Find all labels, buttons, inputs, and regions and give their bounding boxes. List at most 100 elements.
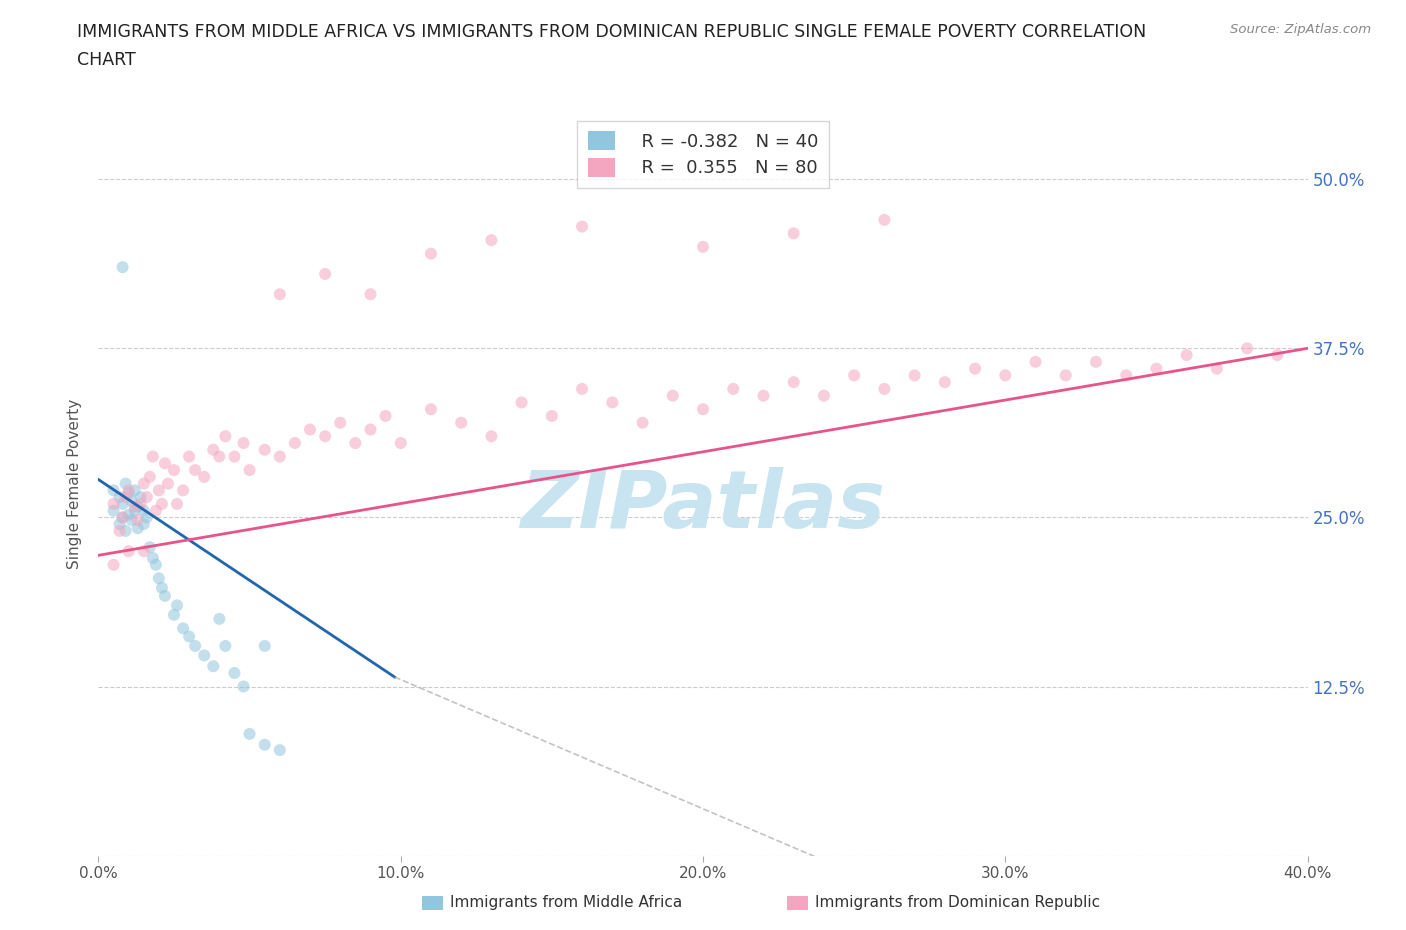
Point [239, 462, 262, 477]
Point [114, 476, 136, 491]
Point [179, 449, 201, 464]
Text: Immigrants from Middle Africa: Immigrants from Middle Africa [450, 895, 682, 910]
Point [965, 361, 987, 376]
Point [163, 607, 186, 622]
Point [184, 639, 207, 654]
Point [163, 462, 186, 477]
Point [148, 483, 170, 498]
Point [994, 368, 1017, 383]
Point [111, 510, 134, 525]
Point [1144, 361, 1167, 376]
Point [103, 483, 125, 498]
Point [127, 499, 149, 514]
Point [571, 381, 593, 396]
Point [103, 497, 125, 512]
Point [103, 503, 125, 518]
Point [118, 485, 141, 500]
Point [202, 658, 225, 673]
Point [329, 416, 352, 431]
Text: Source: ZipAtlas.com: Source: ZipAtlas.com [1230, 23, 1371, 36]
Point [631, 416, 654, 431]
Point [111, 510, 134, 525]
Point [121, 494, 143, 509]
Point [193, 648, 215, 663]
Point [111, 259, 134, 274]
Point [481, 232, 503, 247]
Point [540, 408, 562, 423]
Point [145, 503, 167, 518]
Point [156, 476, 179, 491]
Point [184, 462, 207, 477]
Point [142, 551, 165, 565]
Point [114, 524, 136, 538]
Point [253, 737, 276, 752]
Point [813, 388, 835, 403]
Point [103, 557, 125, 572]
Y-axis label: Single Female Poverty: Single Female Poverty [67, 398, 83, 569]
Point [132, 476, 155, 491]
Point [253, 443, 276, 458]
Point [873, 212, 896, 227]
Point [132, 517, 155, 532]
Point [208, 449, 231, 464]
Point [232, 435, 254, 450]
Text: CHART: CHART [77, 51, 136, 69]
Point [269, 449, 291, 464]
Point [299, 422, 322, 437]
Point [232, 679, 254, 694]
Point [124, 483, 146, 498]
Point [139, 539, 162, 554]
Point [172, 621, 194, 636]
Point [904, 368, 927, 383]
Point [121, 512, 143, 527]
Point [139, 470, 162, 485]
Point [129, 497, 152, 512]
Point [114, 490, 136, 505]
Point [142, 449, 165, 464]
Point [124, 503, 146, 518]
Point [661, 388, 683, 403]
Point [360, 422, 382, 437]
Point [1085, 354, 1108, 369]
Text: Immigrants from Dominican Republic: Immigrants from Dominican Republic [815, 895, 1101, 910]
Point [389, 435, 412, 450]
Point [150, 580, 173, 595]
Point [145, 557, 167, 572]
Point [202, 443, 225, 458]
Text: ZIPatlas: ZIPatlas [520, 467, 886, 545]
Point [129, 490, 152, 505]
Point [1054, 368, 1077, 383]
Point [1267, 348, 1289, 363]
Point [239, 726, 262, 741]
Point [1206, 361, 1229, 376]
Point [108, 490, 131, 505]
Point [135, 510, 157, 525]
Point [934, 375, 956, 390]
Point [193, 470, 215, 485]
Point [214, 639, 236, 654]
Point [208, 611, 231, 626]
Point [450, 416, 472, 431]
Point [172, 483, 194, 498]
Point [127, 512, 149, 527]
Point [111, 497, 134, 512]
Point [481, 429, 503, 444]
Point [284, 435, 307, 450]
Point [692, 402, 714, 417]
Point [1115, 368, 1137, 383]
Point [344, 435, 367, 450]
Point [783, 226, 806, 241]
Point [844, 368, 866, 383]
Point [420, 246, 443, 261]
Point [374, 408, 396, 423]
Point [314, 267, 336, 282]
Point [269, 286, 291, 301]
Point [1024, 354, 1046, 369]
Point [1236, 341, 1258, 356]
Point [253, 639, 276, 654]
Point [420, 402, 443, 417]
Point [360, 286, 382, 301]
Point [602, 395, 624, 410]
Point [783, 375, 806, 390]
Text: IMMIGRANTS FROM MIDDLE AFRICA VS IMMIGRANTS FROM DOMINICAN REPUBLIC SINGLE FEMAL: IMMIGRANTS FROM MIDDLE AFRICA VS IMMIGRA… [77, 23, 1146, 41]
